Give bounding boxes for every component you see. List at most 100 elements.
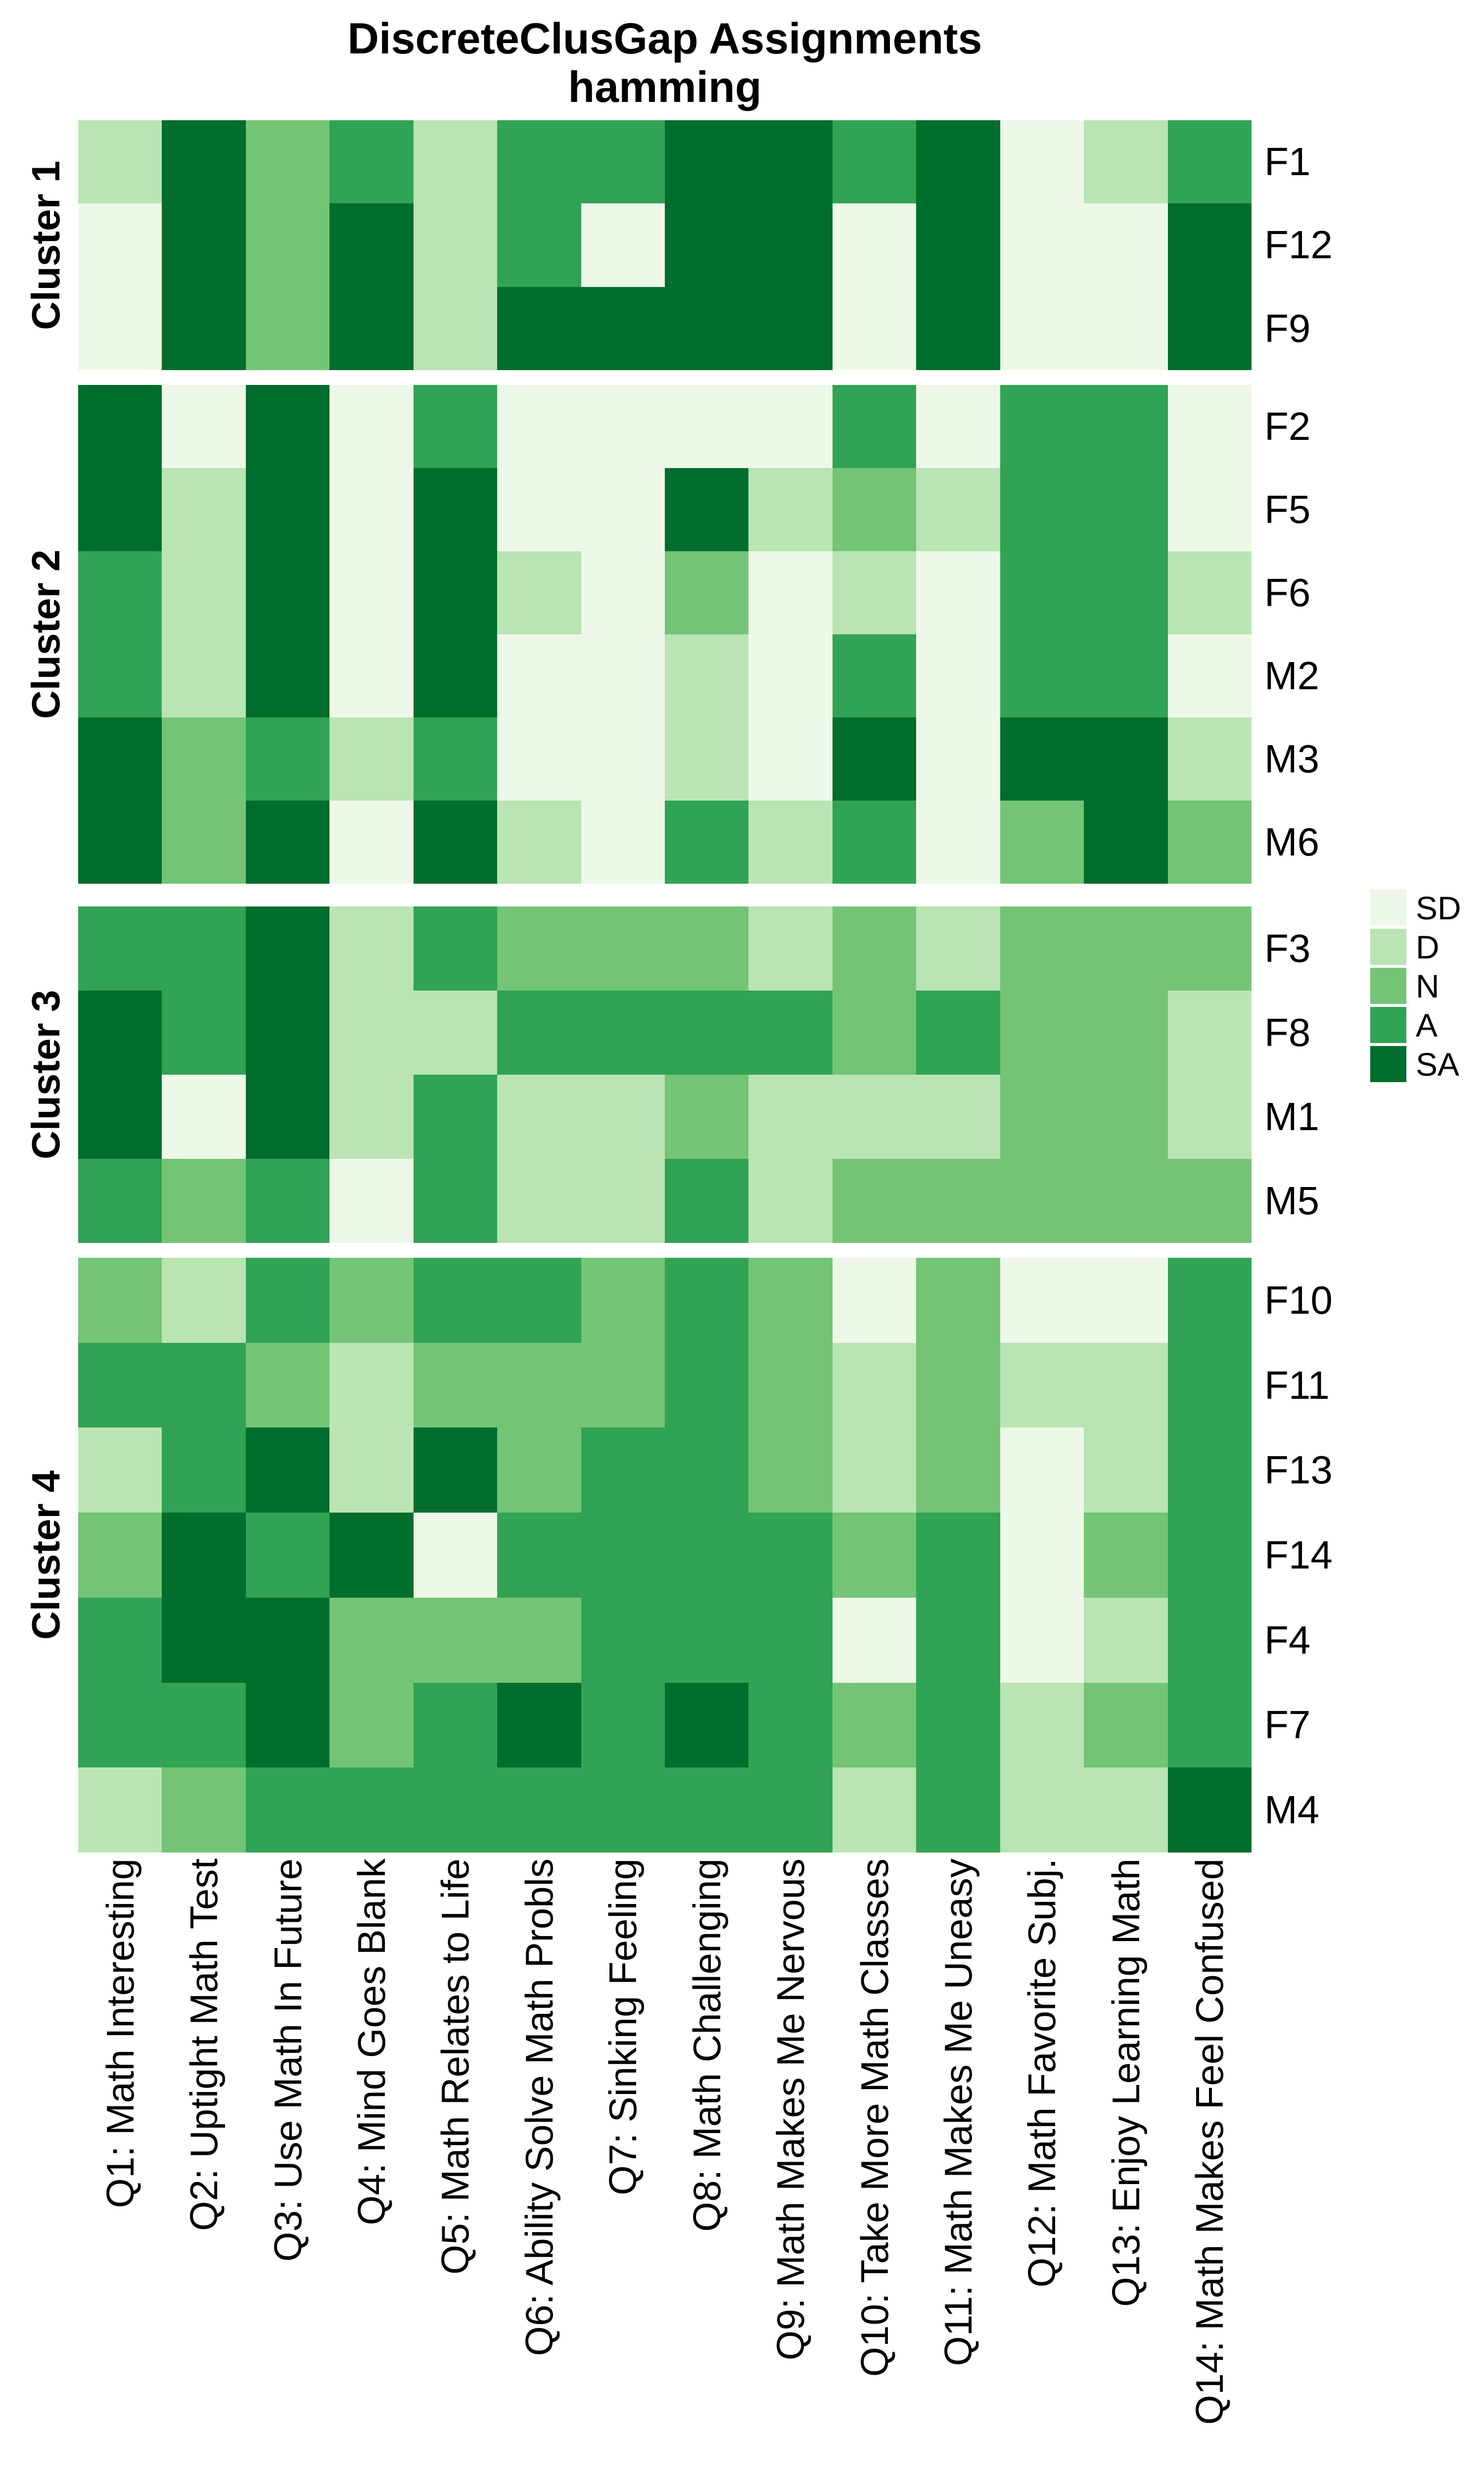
cell-f10-q2	[162, 1258, 246, 1343]
cell-f2-q4	[329, 385, 414, 468]
cell-m5-q14	[1167, 1159, 1252, 1243]
cell-f14-q12	[1000, 1513, 1084, 1598]
cell-f10-q11	[916, 1258, 1000, 1343]
cell-f10-q3	[245, 1258, 330, 1343]
cell-f8-q11	[916, 991, 1000, 1075]
cell-f4-q10	[832, 1597, 917, 1683]
cell-f9-q3	[245, 286, 330, 370]
cell-m2-q6	[497, 634, 581, 717]
row-label-f12: F12	[1264, 223, 1333, 267]
legend-label-sd: SD	[1416, 889, 1461, 926]
cell-m2-q3	[245, 634, 330, 717]
cell-f4-q4	[329, 1597, 414, 1683]
cell-m6-q10	[832, 801, 917, 884]
cell-f5-q12	[1000, 468, 1084, 551]
cell-m5-q2	[162, 1159, 246, 1243]
cell-m6-q12	[1000, 801, 1084, 884]
cell-m4-q14	[1167, 1767, 1252, 1853]
cell-m6-q5	[413, 801, 498, 884]
cell-m6-q4	[329, 801, 414, 884]
cell-f11-q9	[748, 1342, 833, 1428]
cell-f8-q9	[748, 991, 833, 1075]
cell-f13-q9	[748, 1427, 833, 1513]
cell-f4-q14	[1167, 1597, 1252, 1683]
row-label-f1: F1	[1264, 140, 1311, 184]
cell-f4-q13	[1084, 1597, 1168, 1683]
cell-f14-q10	[832, 1513, 917, 1598]
cell-f8-q14	[1167, 991, 1252, 1075]
cell-f11-q10	[832, 1342, 917, 1428]
cell-f5-q10	[832, 468, 917, 551]
row-label-m6: M6	[1264, 820, 1320, 864]
cell-m4-q5	[413, 1767, 498, 1853]
cell-f12-q10	[832, 203, 917, 287]
x-axis-label-q10: Q10: Take More Math Classes	[852, 1858, 896, 2377]
cell-f5-q7	[581, 468, 665, 551]
cell-m2-q5	[413, 634, 498, 717]
cell-m6-q13	[1084, 801, 1168, 884]
row-label-f4: F4	[1264, 1618, 1311, 1662]
cell-f4-q5	[413, 1597, 498, 1683]
cell-f10-q1	[78, 1258, 162, 1343]
cell-f1-q11	[916, 120, 1000, 204]
cell-f2-q10	[832, 385, 917, 468]
cell-f5-q2	[162, 468, 246, 551]
cell-f2-q14	[1167, 385, 1252, 468]
cell-f5-q8	[665, 468, 749, 551]
cell-f5-q6	[497, 468, 581, 551]
row-label-f5: F5	[1264, 487, 1311, 531]
cell-m5-q9	[748, 1159, 833, 1243]
heatmap-panel-cluster-1	[78, 120, 1252, 370]
legend-key-n	[1370, 968, 1406, 1004]
cell-f3-q9	[748, 906, 833, 991]
cell-m6-q6	[497, 801, 581, 884]
cell-f4-q9	[748, 1597, 833, 1683]
cell-f4-q11	[916, 1597, 1000, 1683]
cell-m1-q6	[497, 1075, 581, 1159]
cell-f6-q9	[748, 551, 833, 634]
x-axis-label-q5: Q5: Math Relates to Life	[433, 1858, 477, 2275]
cell-m2-q13	[1084, 634, 1168, 717]
cell-f9-q8	[665, 286, 749, 370]
cell-f4-q6	[497, 1597, 581, 1683]
cell-f13-q2	[162, 1427, 246, 1513]
cell-m4-q4	[329, 1767, 414, 1853]
cell-f7-q3	[245, 1682, 330, 1768]
cell-f1-q8	[665, 120, 749, 204]
cell-f2-q6	[497, 385, 581, 468]
cell-m1-q3	[245, 1075, 330, 1159]
cell-f12-q14	[1167, 203, 1252, 287]
cell-f7-q2	[162, 1682, 246, 1768]
cell-f3-q7	[581, 906, 665, 991]
cell-m6-q8	[665, 801, 749, 884]
cell-f6-q2	[162, 551, 246, 634]
cell-m1-q8	[665, 1075, 749, 1159]
cell-f3-q2	[162, 906, 246, 991]
chart-subtitle: hamming	[568, 62, 762, 111]
x-axis-label-q4: Q4: Mind Goes Blank	[350, 1858, 393, 2226]
cell-f9-q1	[78, 286, 162, 370]
row-label-f7: F7	[1264, 1703, 1311, 1747]
cell-f11-q14	[1167, 1342, 1252, 1428]
cell-f3-q14	[1167, 906, 1252, 991]
cell-f11-q2	[162, 1342, 246, 1428]
row-label-f3: F3	[1264, 926, 1311, 970]
cell-f7-q14	[1167, 1682, 1252, 1768]
cell-f13-q8	[665, 1427, 749, 1513]
cell-m5-q1	[78, 1159, 162, 1243]
cell-f6-q3	[245, 551, 330, 634]
cell-m4-q7	[581, 1767, 665, 1853]
cluster-label-cluster-2: Cluster 2	[24, 549, 68, 719]
cell-f6-q11	[916, 551, 1000, 634]
cell-f1-q4	[329, 120, 414, 204]
cell-f13-q6	[497, 1427, 581, 1513]
cell-m1-q10	[832, 1075, 917, 1159]
cell-m4-q13	[1084, 1767, 1168, 1853]
cell-m3-q7	[581, 717, 665, 801]
cell-m4-q1	[78, 1767, 162, 1853]
cell-f5-q4	[329, 468, 414, 551]
cell-f2-q7	[581, 385, 665, 468]
cell-f6-q7	[581, 551, 665, 634]
cell-f11-q11	[916, 1342, 1000, 1428]
